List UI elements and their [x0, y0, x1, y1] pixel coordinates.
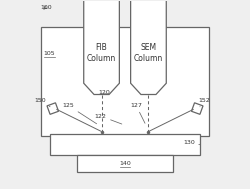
- Polygon shape: [192, 103, 203, 114]
- Text: SEM
Column: SEM Column: [134, 43, 163, 63]
- Bar: [77, 155, 173, 172]
- Bar: [50, 134, 200, 156]
- Text: 130: 130: [183, 140, 200, 145]
- Text: FIB
Column: FIB Column: [87, 43, 116, 63]
- Text: 120: 120: [98, 90, 110, 95]
- Bar: [40, 27, 209, 136]
- Text: 100: 100: [40, 5, 52, 10]
- Polygon shape: [47, 103, 58, 114]
- Text: 105: 105: [44, 51, 56, 56]
- Text: 150: 150: [34, 98, 50, 107]
- Polygon shape: [131, 0, 166, 94]
- Polygon shape: [84, 0, 119, 94]
- Text: 140: 140: [119, 161, 131, 166]
- Text: 152: 152: [198, 98, 210, 107]
- Text: 122: 122: [95, 114, 122, 124]
- Text: 125: 125: [63, 103, 97, 124]
- Text: 112: 112: [0, 188, 1, 189]
- Text: 127: 127: [130, 103, 145, 123]
- Text: 110: 110: [0, 188, 1, 189]
